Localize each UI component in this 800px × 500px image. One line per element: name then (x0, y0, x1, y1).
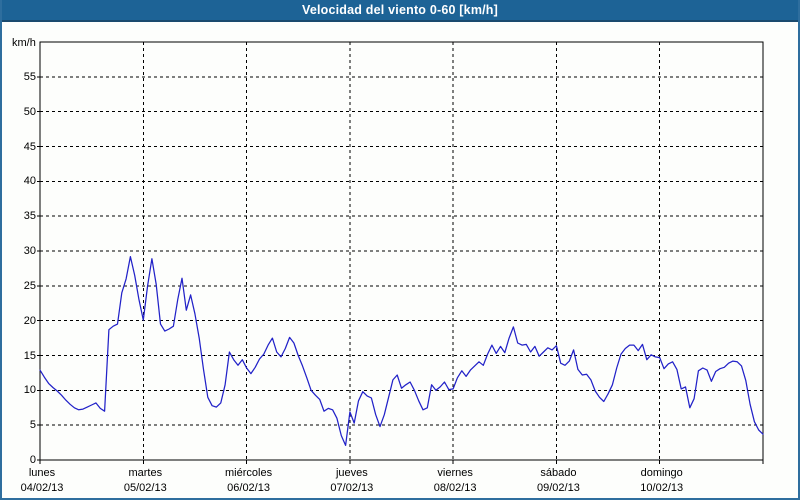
date-label: 07/02/13 (330, 482, 374, 494)
weekday-name: martes (128, 467, 163, 479)
y-axis-unit-label: km/h (12, 37, 36, 49)
weekday-name: sábado (540, 467, 577, 479)
weekday-name: miércoles (225, 467, 273, 479)
y-tick-label: 15 (23, 349, 36, 362)
day-label: sábado 09/02/13 (537, 466, 580, 496)
y-tick-label: 55 (23, 70, 36, 83)
date-label: 05/02/13 (123, 482, 167, 494)
date-label: 09/02/13 (537, 482, 580, 494)
y-tick-label: 45 (23, 140, 36, 153)
y-tick-label: 40 (23, 175, 36, 188)
chart-title-bar: Velocidad del viento 0-60 [km/h] (2, 0, 798, 22)
plot-border (39, 41, 764, 461)
date-label: 06/02/13 (227, 482, 270, 494)
date-label: 10/02/13 (640, 482, 684, 494)
day-label: miércoles 06/02/13 (225, 466, 272, 496)
weekday-name: jueves (335, 467, 368, 479)
day-label: viernes 08/02/13 (434, 466, 477, 496)
date-label: 08/02/13 (433, 482, 477, 494)
y-tick-label: 50 (23, 105, 36, 118)
y-tick-label: 10 (23, 384, 36, 397)
day-label: jueves 07/02/13 (330, 466, 373, 496)
weekday-name: viernes (437, 467, 473, 479)
y-tick-label: 0 (29, 454, 36, 466)
weekday-name: lunes (28, 467, 56, 479)
day-label: lunes 04/02/13 (21, 466, 64, 496)
date-label: 04/02/13 (20, 482, 64, 494)
day-label: domingo 10/02/13 (640, 466, 683, 496)
chart-title: Velocidad del viento 0-60 [km/h] (301, 3, 499, 17)
y-tick-label: 25 (23, 279, 36, 292)
y-tick-label: 30 (23, 245, 36, 257)
y-tick-label: 5 (29, 419, 36, 432)
y-tick-label: 35 (23, 210, 36, 223)
day-label: martes 05/02/13 (124, 466, 167, 496)
wind-speed-series-line (39, 255, 764, 447)
weekday-name: domingo (640, 467, 683, 479)
y-tick-label: 20 (23, 314, 36, 327)
